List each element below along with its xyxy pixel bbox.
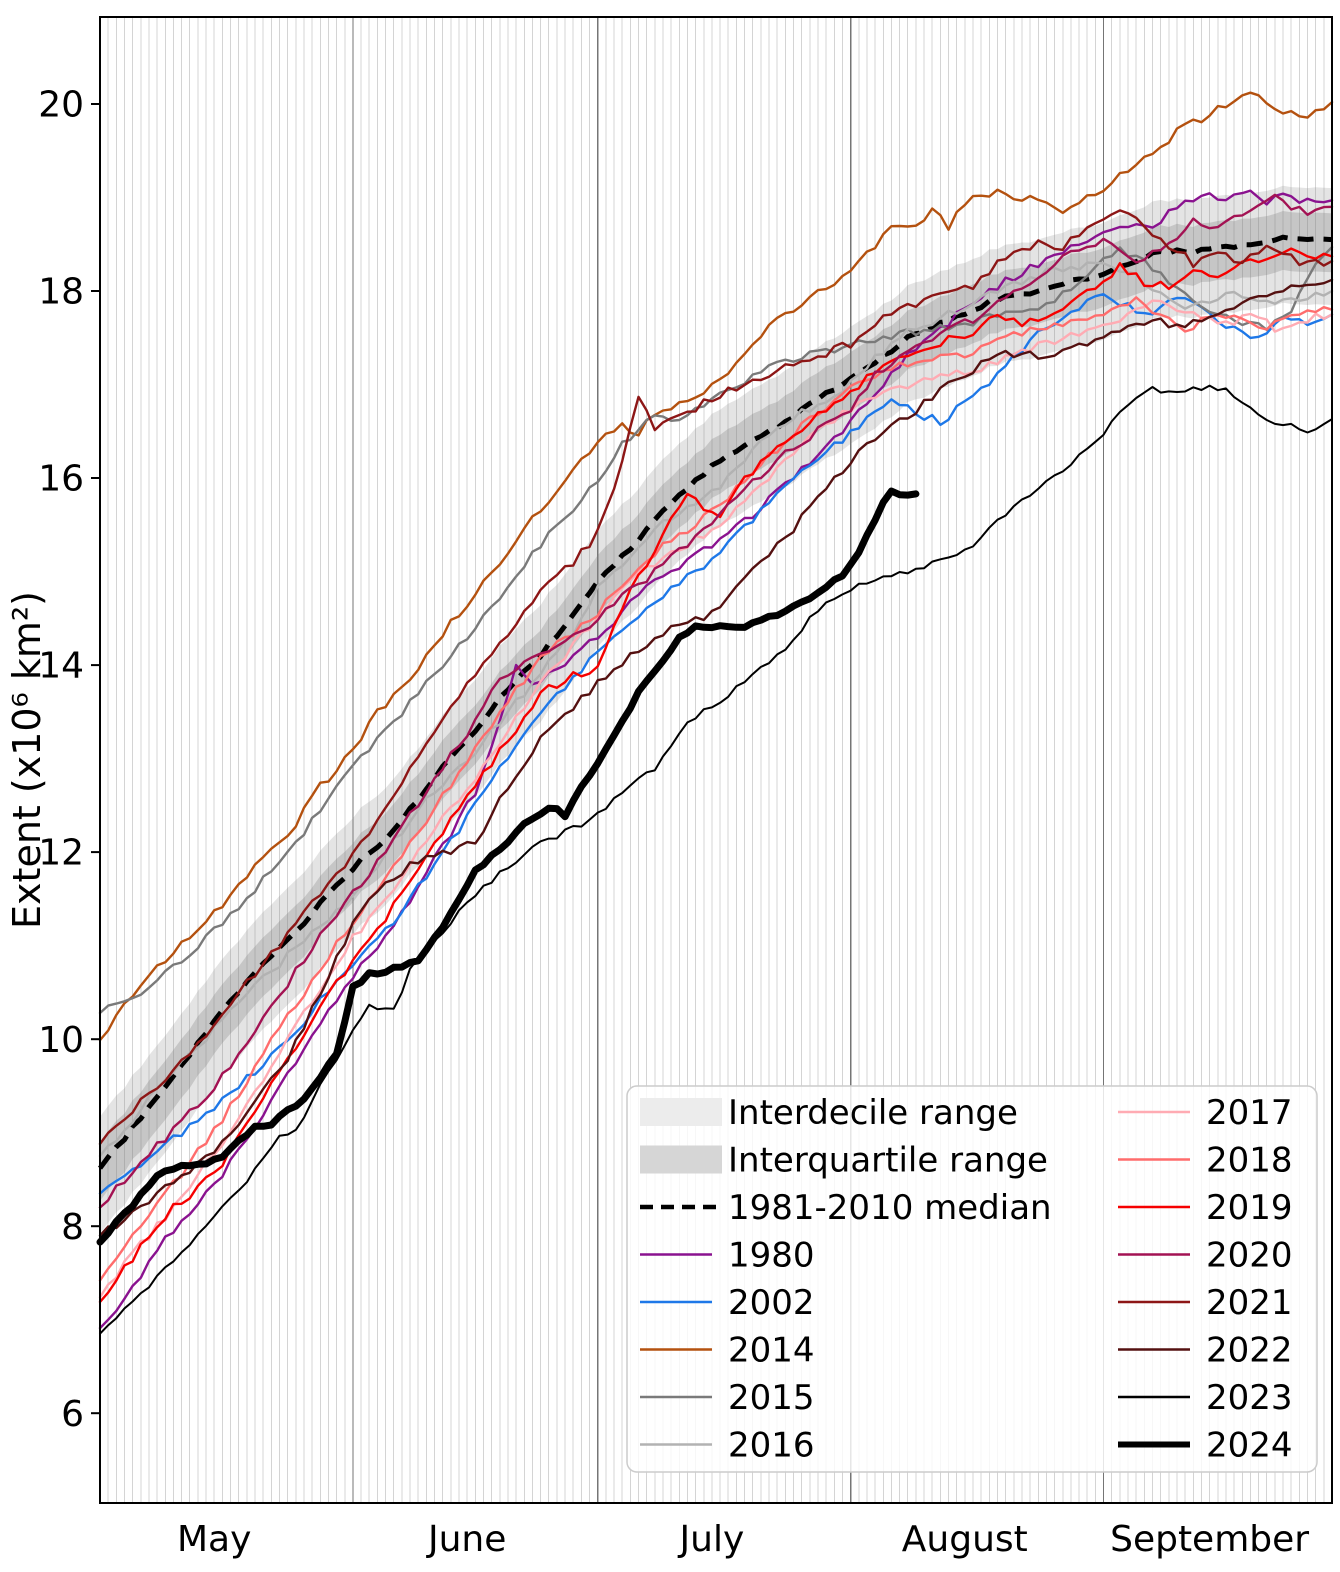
- range-bands-layer: [100, 185, 1332, 1234]
- legend-label-median: 1981-2010 median: [728, 1188, 1052, 1228]
- legend-label-2002: 2002: [728, 1283, 815, 1323]
- year-series-layer: [96, 91, 1334, 1335]
- legend-label-2020: 2020: [1206, 1235, 1293, 1275]
- legend-swatch-interquartile: [640, 1145, 722, 1174]
- y-tick-label: 6: [61, 1394, 84, 1435]
- y-tick-label: 10: [38, 1020, 84, 1061]
- x-tick-label-june: June: [426, 1519, 506, 1560]
- legend-label-2021: 2021: [1206, 1283, 1293, 1323]
- legend-label-2014: 2014: [728, 1330, 815, 1370]
- x-tick-label-july: July: [678, 1519, 745, 1560]
- legend-swatch-interdecile: [640, 1098, 722, 1126]
- axes-layer: 6 8 10 12 14 16 18 20 May June July August September…: [5, 16, 1333, 1560]
- series-line-2024: [96, 487, 920, 1246]
- median-line: [97, 234, 1333, 1170]
- series-line-2017: [98, 299, 1334, 1299]
- legend-label-2017: 2017: [1206, 1093, 1293, 1133]
- legend-label-1980: 1980: [728, 1235, 815, 1275]
- x-tick-label-august: August: [902, 1519, 1028, 1560]
- y-tick-label: 12: [38, 833, 84, 874]
- x-tick-label-september: September: [1110, 1519, 1309, 1560]
- legend-label-2022: 2022: [1206, 1330, 1293, 1370]
- series-line-2019: [98, 247, 1334, 1304]
- series-line-2014: [98, 91, 1334, 1042]
- legend-label-2016: 2016: [728, 1425, 815, 1465]
- legend-label-2024: 2024: [1206, 1425, 1293, 1465]
- legend-label-2018: 2018: [1206, 1140, 1293, 1180]
- y-axis-label: Extent (x10⁶ km²): [5, 591, 49, 929]
- y-tick-label: 8: [61, 1207, 84, 1248]
- legend-box: [626, 1085, 1318, 1473]
- series-line-2021: [98, 209, 1334, 1146]
- y-tick-label: 14: [38, 646, 84, 687]
- y-tick-label: 20: [38, 85, 84, 126]
- series-line-2020: [98, 193, 1334, 1209]
- legend: Interdecile range Interquartile range 1981…: [626, 1085, 1318, 1473]
- legend-label-2023: 2023: [1206, 1378, 1293, 1418]
- legend-label-interquartile: Interquartile range: [728, 1140, 1048, 1180]
- legend-label-2019: 2019: [1206, 1188, 1293, 1228]
- interdecile-range-band: [100, 185, 1332, 1234]
- median-line-layer: [97, 234, 1333, 1170]
- legend-label-interdecile: Interdecile range: [728, 1093, 1018, 1133]
- legend-label-2015: 2015: [728, 1378, 815, 1418]
- x-tick-label-may: May: [177, 1519, 251, 1560]
- series-line-2023: [99, 384, 1333, 1335]
- series-line-2022: [98, 278, 1334, 1237]
- series-line-1980: [98, 189, 1334, 1330]
- y-tick-label: 18: [38, 272, 84, 313]
- series-line-2018: [98, 296, 1334, 1282]
- y-tick-label: 16: [38, 459, 84, 500]
- plot-border: [99, 16, 1333, 1504]
